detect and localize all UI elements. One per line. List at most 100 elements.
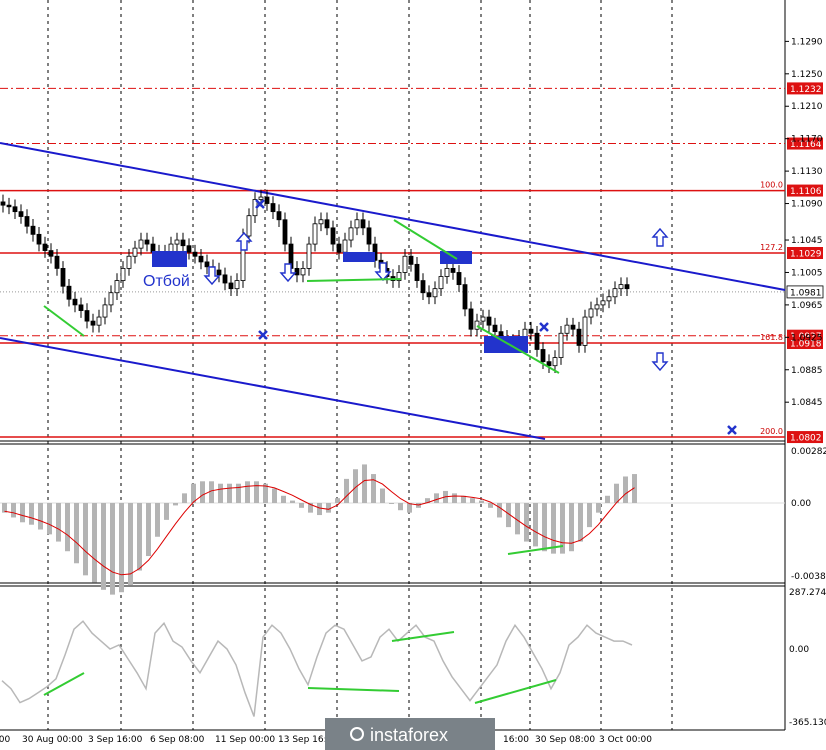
- macd-bar: [101, 503, 106, 590]
- candle-body: [60, 268, 66, 287]
- annotation-otboy: Отбой: [143, 273, 190, 290]
- price-tick-label: 1.1250: [791, 70, 823, 80]
- divergence-line-3: [476, 325, 560, 374]
- divergence-line-0: [43, 305, 85, 337]
- macd-bar: [218, 483, 223, 503]
- macd-bar: [65, 503, 70, 552]
- candle-body: [534, 332, 540, 350]
- annotations: [43, 199, 737, 435]
- macd-bar: [407, 503, 412, 513]
- candle-body: [552, 357, 558, 367]
- candle-body: [150, 243, 156, 253]
- macd-indicator: [0, 464, 785, 595]
- candle-body: [486, 316, 492, 326]
- candle-body: [342, 239, 348, 253]
- macd-bar: [281, 495, 286, 503]
- candle-body: [306, 243, 312, 269]
- candle-body: [312, 223, 318, 245]
- candle-body: [564, 324, 570, 334]
- cci-indicator: [1, 620, 633, 717]
- macd-bar: [74, 503, 79, 564]
- candle-body: [276, 211, 282, 221]
- macd-bar: [614, 483, 619, 503]
- time-tick-label-0: 8:00: [0, 735, 10, 745]
- candle-body: [330, 227, 336, 245]
- candle-body: [414, 263, 420, 281]
- macd-bar: [506, 503, 511, 528]
- level-label-1.1232: 1.1232: [790, 85, 822, 95]
- fib-label-127.2: 127.2: [760, 243, 783, 252]
- macd-bar: [11, 503, 16, 518]
- macd-bar: [236, 483, 241, 503]
- macd-bar: [290, 500, 295, 503]
- price-tick-label: 1.0845: [791, 398, 823, 408]
- macd-bar: [245, 481, 250, 503]
- macd-bar: [479, 500, 484, 503]
- macd-bar: [605, 495, 610, 503]
- candle-body: [492, 324, 498, 333]
- watermark-text: instaforex: [370, 725, 448, 745]
- macd-bar: [578, 503, 583, 542]
- divergence-line-1: [306, 278, 402, 282]
- candle-body: [204, 261, 210, 268]
- level-tag-1.1232: [787, 82, 823, 95]
- price-tick-label: 1.1045: [791, 236, 823, 246]
- macd-bar: [461, 495, 466, 503]
- macd-bar: [335, 498, 340, 503]
- macd-tick-label-2: -0.00383: [791, 572, 826, 582]
- macd-bar: [344, 478, 349, 503]
- candle-body: [474, 320, 480, 330]
- candle-body: [48, 250, 54, 257]
- grid-lines: [47, 0, 673, 730]
- candle-body: [90, 320, 96, 326]
- macd-bar: [119, 503, 124, 593]
- candle-body: [546, 361, 552, 367]
- channel-upper-line: [0, 142, 786, 291]
- cci-divergence-line-0: [43, 672, 85, 696]
- macd-bar: [110, 503, 115, 595]
- time-tick-label-9: 3 Oct 00:00: [599, 735, 652, 745]
- fib-label-100.0: 100.0: [760, 181, 783, 190]
- macd-bar: [524, 503, 529, 542]
- macd-bar: [560, 503, 565, 554]
- candle-body: [120, 268, 126, 281]
- price-tick-label: 1.1210: [791, 102, 823, 112]
- cross-marker-icon-0: [255, 199, 265, 209]
- macd-bar: [533, 503, 538, 547]
- time-tick-label-5: 13 Sep 16:: [278, 735, 327, 745]
- candle-body: [186, 245, 192, 253]
- level-label-1.0918: 1.0918: [790, 340, 822, 350]
- candle-body: [462, 284, 468, 310]
- macd-bar: [434, 493, 439, 503]
- candle-body: [246, 215, 252, 237]
- macd-divergence-line: [507, 545, 564, 555]
- candle-body: [84, 310, 90, 322]
- macd-bar: [362, 464, 367, 503]
- arrow-up-icon-4: [651, 227, 669, 247]
- macd-bar: [155, 503, 160, 537]
- macd-bar: [20, 503, 25, 523]
- macd-bar: [47, 503, 52, 535]
- candle-body: [588, 308, 594, 318]
- macd-bar: [308, 503, 313, 513]
- candle-body: [426, 292, 432, 298]
- macd-bar: [83, 503, 88, 576]
- candle-body: [258, 196, 264, 200]
- candle-body: [114, 280, 120, 294]
- price-tick-label: 1.1130: [791, 167, 823, 177]
- macd-bar: [182, 493, 187, 503]
- watermark: instaforex: [325, 718, 495, 750]
- cci-divergence-line-1: [307, 687, 400, 692]
- macd-bar: [470, 498, 475, 503]
- candle-body: [132, 247, 138, 257]
- macd-bar: [632, 474, 637, 503]
- candle-body: [222, 274, 228, 284]
- candle-body: [360, 219, 366, 229]
- candle-body: [600, 300, 606, 306]
- price-tick-label: 1.1170: [791, 135, 823, 145]
- level-label-1.1029: 1.1029: [790, 250, 822, 260]
- macd-bar: [569, 503, 574, 552]
- candle-body: [42, 243, 48, 251]
- level-tag-1.1164: [787, 137, 823, 150]
- cross-marker-icon-1: [258, 330, 268, 340]
